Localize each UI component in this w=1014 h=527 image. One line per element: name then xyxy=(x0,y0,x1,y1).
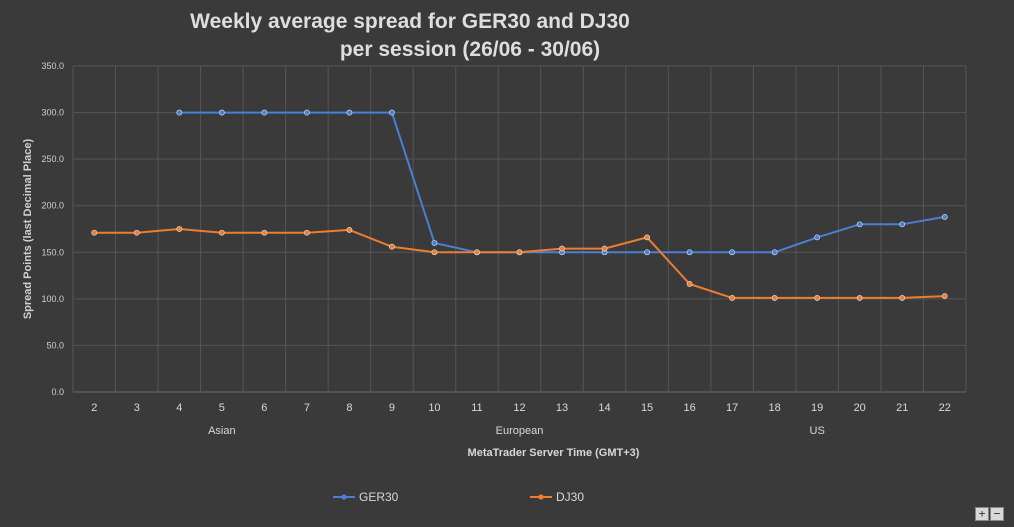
x-tick-label: 4 xyxy=(176,402,182,414)
data-point-ger30 xyxy=(941,213,948,220)
data-point-ger30 xyxy=(431,240,438,246)
x-tick-label: 8 xyxy=(346,402,352,414)
data-point-dj30 xyxy=(686,281,693,287)
zoom-in-button[interactable]: + xyxy=(975,507,989,521)
data-point-ger30 xyxy=(176,109,183,116)
legend-label-dj30: DJ30 xyxy=(556,490,584,504)
data-point-dj30 xyxy=(346,227,353,233)
data-point-dj30 xyxy=(899,295,906,301)
x-tick-label: 19 xyxy=(811,402,823,414)
legend-marker-dj30 xyxy=(538,494,544,500)
data-point-dj30 xyxy=(133,229,140,236)
data-point-ger30 xyxy=(346,109,353,116)
data-point-dj30 xyxy=(941,293,948,299)
x-tick-label: 5 xyxy=(219,402,225,414)
y-tick-label: 200.0 xyxy=(41,201,64,211)
data-point-dj30 xyxy=(431,249,438,256)
data-point-dj30 xyxy=(176,226,183,232)
zoom-out-button[interactable]: − xyxy=(990,507,1004,521)
data-point-dj30 xyxy=(814,295,821,301)
data-point-ger30 xyxy=(303,109,310,116)
x-tick-label: 2 xyxy=(91,402,97,414)
data-point-ger30 xyxy=(856,221,863,228)
y-tick-label: 350.0 xyxy=(41,61,64,71)
x-tick-label: 3 xyxy=(134,402,140,414)
data-point-ger30 xyxy=(389,109,395,116)
x-tick-label: 17 xyxy=(726,402,738,414)
data-point-dj30 xyxy=(218,229,225,236)
y-tick-label: 0.0 xyxy=(51,387,64,397)
chart-title: Weekly average spread for GER30 and DJ30… xyxy=(180,8,700,64)
x-tick-label: 22 xyxy=(939,402,951,414)
session-label: Asian xyxy=(208,425,236,437)
data-point-ger30 xyxy=(899,221,906,228)
data-point-ger30 xyxy=(218,109,225,116)
data-point-dj30 xyxy=(474,249,480,256)
y-axis-title: Spread Points (last Decimal Place) xyxy=(22,138,34,319)
data-point-dj30 xyxy=(644,234,650,241)
y-tick-label: 100.0 xyxy=(41,294,64,304)
data-point-ger30 xyxy=(771,249,778,256)
x-tick-label: 11 xyxy=(471,402,482,414)
x-tick-label: 9 xyxy=(389,402,395,414)
data-point-ger30 xyxy=(686,249,693,256)
x-tick-label: 15 xyxy=(641,402,653,414)
session-label: European xyxy=(496,425,544,437)
legend-label-ger30: GER30 xyxy=(359,490,399,504)
data-point-dj30 xyxy=(261,229,268,236)
y-tick-label: 250.0 xyxy=(41,154,64,164)
x-tick-label: 6 xyxy=(261,402,267,414)
x-tick-label: 18 xyxy=(769,402,781,414)
data-point-dj30 xyxy=(559,245,565,252)
data-point-dj30 xyxy=(771,295,778,301)
session-label: US xyxy=(810,425,825,437)
x-axis-title: MetaTrader Server Time (GMT+3) xyxy=(468,447,640,459)
data-point-dj30 xyxy=(91,229,98,236)
legend-marker-ger30 xyxy=(341,494,347,500)
data-point-ger30 xyxy=(729,249,736,256)
series-line-ger30 xyxy=(179,111,945,254)
data-point-dj30 xyxy=(516,249,523,256)
x-tick-label: 14 xyxy=(598,402,610,414)
data-point-dj30 xyxy=(856,295,863,301)
data-point-dj30 xyxy=(303,229,310,236)
data-point-ger30 xyxy=(261,109,268,116)
data-point-ger30 xyxy=(644,249,650,256)
x-tick-label: 21 xyxy=(896,402,908,414)
data-point-dj30 xyxy=(729,295,736,301)
chart-title-line2: per session (26/06 - 30/06) xyxy=(339,38,601,61)
x-tick-label: 20 xyxy=(854,402,866,414)
y-tick-label: 150.0 xyxy=(41,247,64,257)
x-tick-label: 13 xyxy=(556,402,568,414)
data-point-ger30 xyxy=(814,234,821,241)
x-tick-label: 10 xyxy=(428,402,440,414)
x-tick-label: 7 xyxy=(304,402,310,414)
x-tick-label: 16 xyxy=(683,402,695,414)
zoom-controls: + − xyxy=(975,507,1004,521)
y-tick-label: 50.0 xyxy=(46,340,64,350)
data-point-dj30 xyxy=(601,245,608,252)
y-tick-label: 300.0 xyxy=(41,108,64,118)
data-point-dj30 xyxy=(389,243,395,250)
x-tick-label: 12 xyxy=(513,402,525,414)
chart-title-line1: Weekly average spread for GER30 and DJ30 xyxy=(190,10,630,33)
